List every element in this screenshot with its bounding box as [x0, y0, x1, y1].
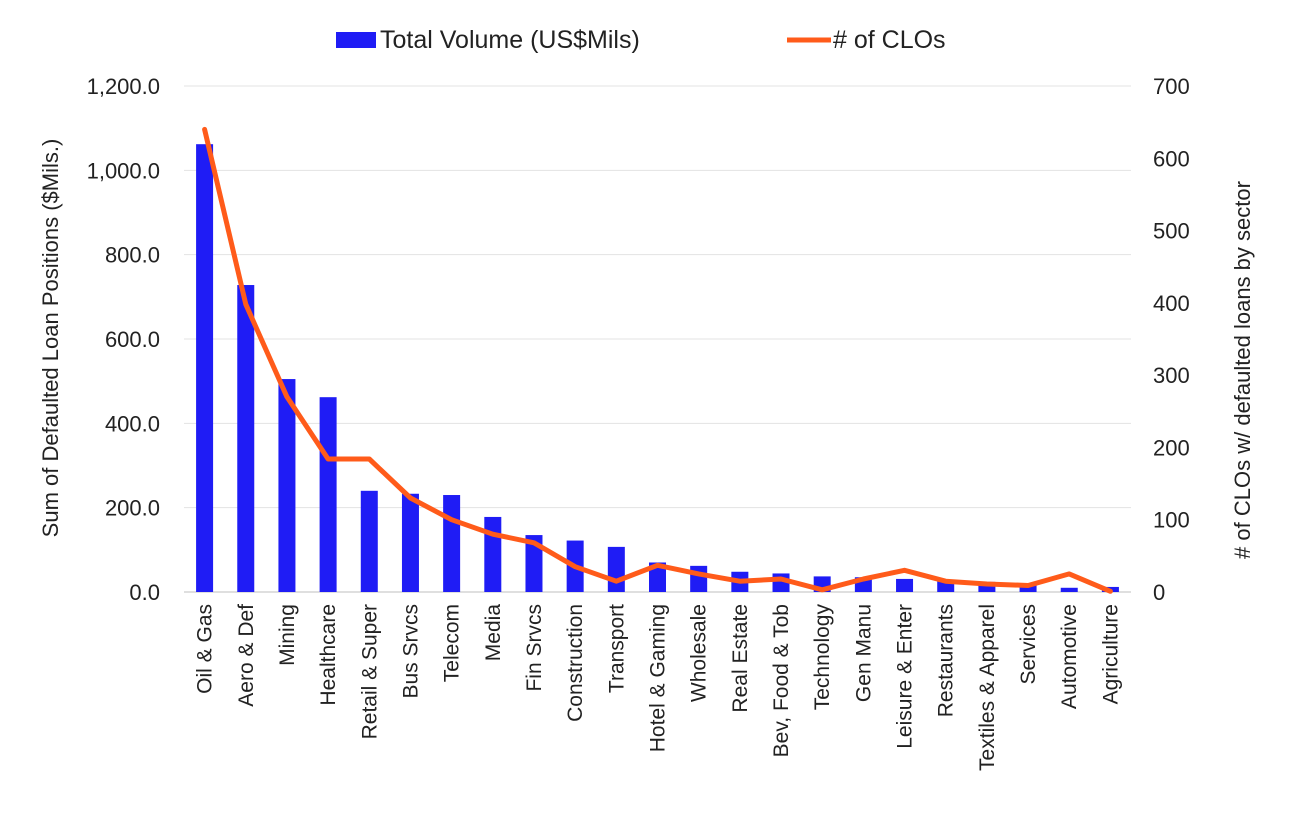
bar: [237, 285, 254, 592]
bar: [1061, 588, 1078, 592]
category-label: Services: [1017, 604, 1040, 685]
line-series: [204, 129, 1110, 591]
category-label: Gen Manu: [852, 604, 875, 702]
right-axis: 0 100 200 300 400 500 600 700: [1153, 74, 1190, 605]
left-axis-title: Sum of Defaulted Loan Positions ($Mils.): [38, 139, 63, 538]
category-axis: Oil & Gas Aero & Def Mining Healthcare Retai…: [194, 604, 1123, 771]
legend-swatch-bar: [336, 32, 376, 48]
category-label: Hotel & Gaming: [647, 604, 670, 752]
right-tick-label: 400: [1153, 291, 1190, 316]
right-axis-title: # of CLOs w/ defaulted loans by sector: [1230, 181, 1255, 559]
bar-series: [196, 144, 1119, 592]
category-label: Telecom: [441, 604, 464, 682]
category-label: Restaurants: [935, 604, 958, 717]
category-label: Agriculture: [1099, 604, 1122, 704]
category-label: Mining: [276, 604, 299, 666]
legend-label-line: # of CLOs: [833, 26, 946, 54]
bar: [484, 517, 501, 592]
category-label: Bev, Food & Tob: [770, 604, 793, 757]
left-tick-label: 600.0: [105, 327, 160, 352]
right-tick-label: 200: [1153, 435, 1190, 460]
category-label: Bus Srvcs: [399, 604, 422, 699]
bar: [361, 491, 378, 592]
category-label: Wholesale: [688, 604, 711, 702]
right-tick-label: 100: [1153, 508, 1190, 533]
bar: [690, 566, 707, 592]
category-label: Fin Srvcs: [523, 604, 546, 692]
category-label: Construction: [564, 604, 587, 722]
category-label: Leisure & Enter: [894, 604, 917, 749]
bar: [320, 397, 337, 592]
left-tick-label: 200.0: [105, 496, 160, 521]
bar: [608, 547, 625, 592]
category-label: Healthcare: [317, 604, 340, 706]
right-tick-label: 500: [1153, 219, 1190, 244]
right-tick-label: 300: [1153, 363, 1190, 388]
category-label: Technology: [811, 604, 834, 711]
right-tick-label: 600: [1153, 146, 1190, 171]
bar: [896, 579, 913, 592]
category-label: Aero & Def: [235, 604, 258, 707]
category-label: Automotive: [1058, 604, 1081, 709]
legend-label-bar: Total Volume (US$Mils): [380, 26, 640, 54]
category-label: Real Estate: [729, 604, 752, 713]
left-tick-label: 1,000.0: [87, 158, 160, 183]
left-axis: 0.0 200.0 400.0 600.0 800.0 1,000.0 1,200.0: [87, 74, 160, 605]
left-tick-label: 0.0: [129, 580, 160, 605]
bar: [402, 494, 419, 592]
category-label: Retail & Super: [358, 604, 381, 739]
category-label: Media: [482, 604, 505, 662]
left-tick-label: 400.0: [105, 411, 160, 436]
line-path: [205, 129, 1111, 591]
left-tick-label: 800.0: [105, 243, 160, 268]
right-tick-label: 0: [1153, 580, 1165, 605]
bar: [278, 379, 295, 592]
legend: Total Volume (US$Mils) # of CLOs: [336, 26, 946, 54]
left-tick-label: 1,200.0: [87, 74, 160, 99]
bar: [196, 144, 213, 592]
category-label: Textiles & Apparel: [976, 604, 999, 771]
bar: [443, 495, 460, 592]
right-tick-label: 700: [1153, 74, 1190, 99]
category-label: Transport: [605, 604, 628, 693]
category-label: Oil & Gas: [194, 604, 217, 694]
